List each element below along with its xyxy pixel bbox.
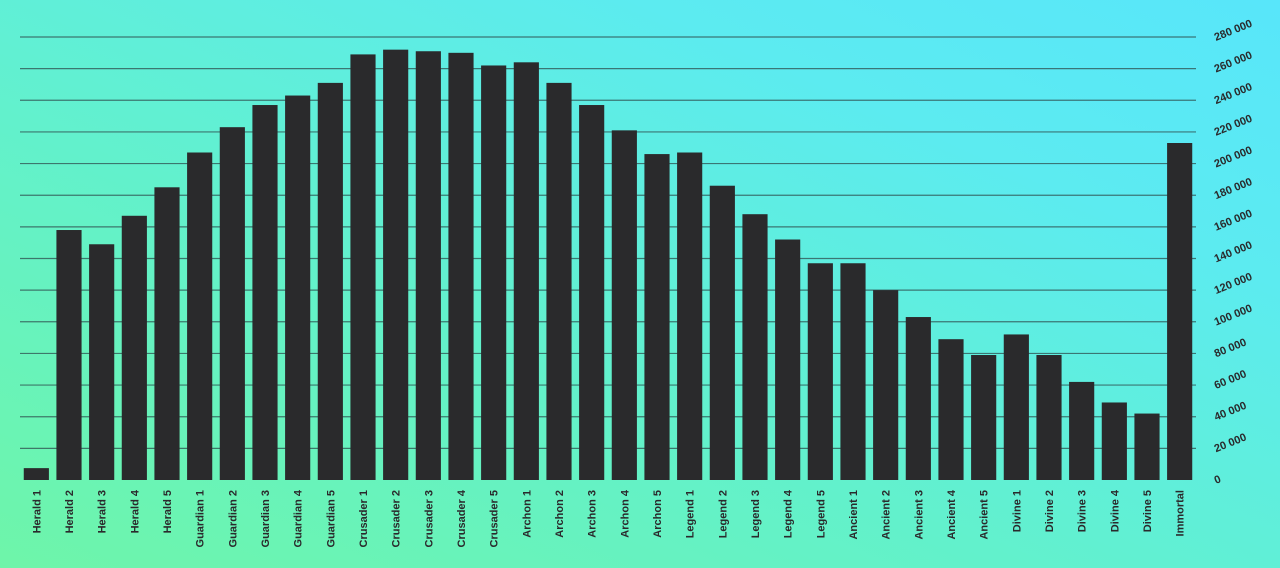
bar xyxy=(938,339,964,480)
x-tick-label: Herald 3 xyxy=(97,490,109,533)
bar xyxy=(971,355,997,480)
x-tick-label: Crusader 1 xyxy=(358,490,370,547)
bar xyxy=(1134,413,1160,480)
y-tick-label: 100 000 xyxy=(1213,303,1254,329)
bar xyxy=(775,239,801,480)
x-tick-label: Archon 1 xyxy=(521,490,533,538)
x-tick-label: Divine 3 xyxy=(1077,490,1089,532)
y-tick-label: 0 xyxy=(1213,473,1223,486)
bar xyxy=(415,51,441,481)
y-tick-label: 240 000 xyxy=(1213,81,1254,107)
y-axis-tick-labels: 0 20 000 40 000 60 000 80 000 100 000 120 000 1… xyxy=(1213,18,1254,487)
x-tick-label: Archon 5 xyxy=(652,490,664,538)
bar xyxy=(317,82,343,480)
bar xyxy=(1036,355,1062,480)
y-tick-label: 260 000 xyxy=(1213,49,1254,75)
y-tick-label: 160 000 xyxy=(1213,208,1254,234)
x-tick-label: Legend 1 xyxy=(685,490,697,538)
x-tick-label: Legend 2 xyxy=(717,490,729,538)
x-tick-label: Divine 2 xyxy=(1044,490,1056,532)
x-tick-label: Guardian 2 xyxy=(227,490,239,547)
x-tick-label: Guardian 1 xyxy=(195,490,207,547)
bar xyxy=(56,230,82,480)
y-tick-label: 60 000 xyxy=(1213,368,1249,392)
bar xyxy=(807,263,833,480)
y-tick-label: 180 000 xyxy=(1213,176,1254,202)
bar xyxy=(905,317,931,480)
y-tick-label: 120 000 xyxy=(1213,271,1254,297)
x-tick-label: Archon 3 xyxy=(587,490,599,538)
bar xyxy=(873,290,899,480)
x-tick-label: Crusader 4 xyxy=(456,489,468,547)
bar xyxy=(23,468,49,480)
bar xyxy=(1167,143,1193,480)
x-tick-label: Immortal xyxy=(1175,490,1187,536)
x-tick-label: Legend 3 xyxy=(750,490,762,538)
x-tick-label: Ancient 4 xyxy=(946,489,958,539)
x-tick-label: Herald 1 xyxy=(31,490,43,533)
x-tick-label: Crusader 5 xyxy=(489,490,501,547)
x-tick-label: Crusader 2 xyxy=(391,490,403,547)
bars xyxy=(23,49,1193,481)
x-tick-label: Divine 5 xyxy=(1142,490,1154,532)
x-tick-label: Crusader 3 xyxy=(423,490,435,547)
bar xyxy=(481,65,507,480)
bar xyxy=(840,263,866,480)
y-tick-label: 220 000 xyxy=(1213,113,1254,139)
x-tick-label: Divine 4 xyxy=(1109,489,1121,532)
bar xyxy=(252,105,278,480)
bar xyxy=(709,185,735,480)
bar xyxy=(383,49,409,480)
x-tick-label: Guardian 4 xyxy=(293,489,305,547)
y-tick-label: 80 000 xyxy=(1213,336,1249,360)
bar xyxy=(285,95,311,480)
bar xyxy=(677,152,703,480)
bar xyxy=(350,54,376,481)
gridlines xyxy=(20,36,1196,449)
x-tick-label: Ancient 1 xyxy=(848,490,860,540)
y-tick-label: 20 000 xyxy=(1213,431,1249,455)
bar xyxy=(742,214,768,480)
x-tick-label: Herald 2 xyxy=(64,490,76,533)
bar xyxy=(513,62,539,481)
y-tick-label: 140 000 xyxy=(1213,239,1254,265)
x-tick-label: Legend 4 xyxy=(783,489,795,538)
bar xyxy=(546,82,572,480)
bar xyxy=(611,130,637,480)
bar xyxy=(121,215,147,480)
x-tick-label: Legend 5 xyxy=(815,490,827,538)
x-tick-label: Ancient 2 xyxy=(881,490,893,540)
bar xyxy=(644,154,670,480)
x-tick-label: Ancient 5 xyxy=(979,490,991,540)
x-tick-label: Ancient 3 xyxy=(913,490,925,540)
bar xyxy=(1069,381,1095,480)
bar xyxy=(187,152,213,480)
x-tick-label: Divine 1 xyxy=(1011,490,1023,532)
bar xyxy=(89,244,115,480)
bar xyxy=(1003,334,1029,480)
bar xyxy=(448,52,474,480)
x-tick-label: Herald 4 xyxy=(129,489,141,533)
bar xyxy=(154,187,180,481)
x-tick-label: Herald 5 xyxy=(162,490,174,533)
y-tick-label: 200 000 xyxy=(1213,144,1254,170)
x-tick-label: Archon 2 xyxy=(554,490,566,538)
x-axis-tick-labels: Herald 1 Herald 2 Herald 3 Herald 4 Herald 5… xyxy=(31,489,1186,547)
bar xyxy=(1101,402,1127,480)
bar xyxy=(579,105,605,480)
x-tick-label: Archon 4 xyxy=(619,489,631,538)
bar xyxy=(219,127,245,481)
y-tick-label: 40 000 xyxy=(1213,400,1249,424)
x-tick-label: Guardian 3 xyxy=(260,490,272,547)
x-tick-label: Guardian 5 xyxy=(325,490,337,547)
y-tick-label: 280 000 xyxy=(1213,18,1254,44)
